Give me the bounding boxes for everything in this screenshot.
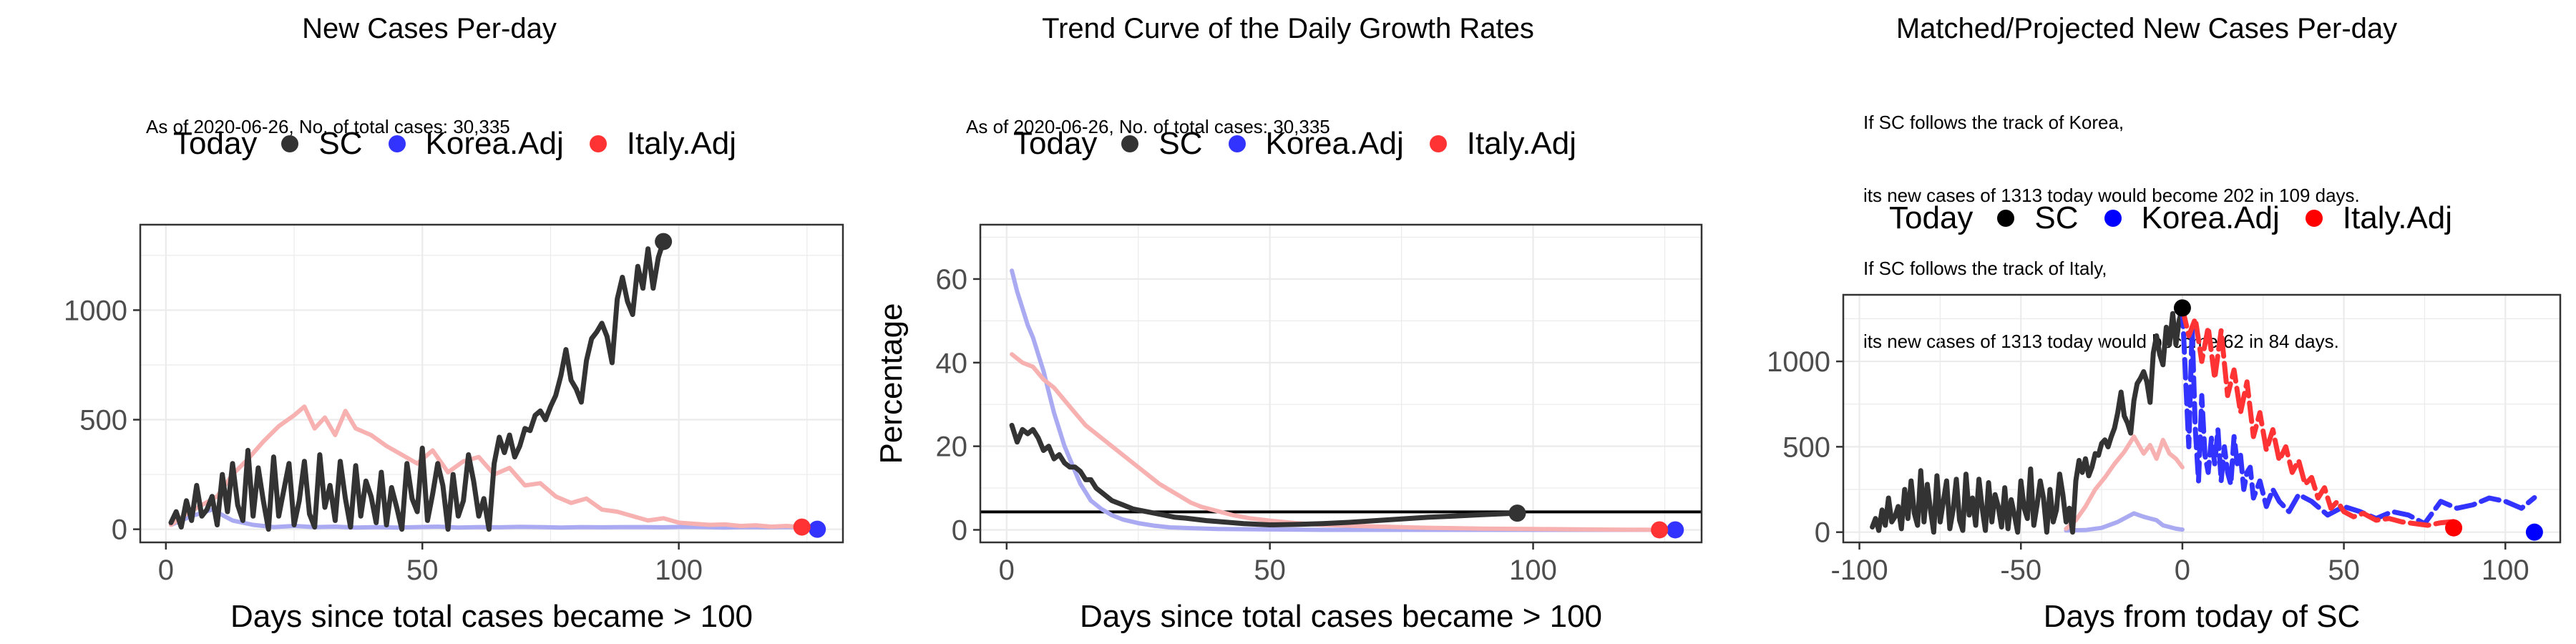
x-tick-label: 0 (158, 555, 174, 586)
legend-item-sc: SC (1997, 200, 2079, 236)
y-tick-label: 500 (79, 405, 127, 436)
today-point-sc (655, 233, 673, 250)
plot-border (1842, 293, 2562, 544)
series-line-sc (1870, 305, 2185, 535)
y-tick-label: 60 (936, 264, 968, 296)
legend-dot-icon (589, 135, 607, 152)
today-point-korea-adj (2525, 523, 2543, 541)
y-tick-label: 0 (952, 514, 967, 546)
legend: Today SC Korea.Adj Italy.Adj (1889, 200, 2478, 236)
plot-growth-rates: 0 50 100 0 20 40 60 Days since total cases beca… (874, 223, 1703, 634)
legend-title: Today (1013, 126, 1098, 161)
series-line-italy-adj-projected- (2180, 305, 2457, 528)
y-tick-label: 1000 (64, 295, 127, 326)
today-point-korea-adj (809, 520, 826, 538)
legend-label: Italy.Adj (626, 126, 737, 161)
legend-dot-icon (1429, 135, 1447, 152)
y-axis-label: Percentage (874, 303, 909, 464)
panel-growth-rates: Trend Curve of the Daily Growth Rates As… (859, 0, 1717, 644)
legend-title: Today (1889, 200, 1974, 235)
legend-label: SC (1158, 126, 1203, 161)
series-line-sc (168, 239, 666, 532)
legend-dot-icon (281, 135, 299, 152)
subtitle-line: If SC follows the track of Italy, (1863, 258, 2107, 279)
today-point-sc (2173, 299, 2191, 317)
x-axis-label: Days since total cases became > 100 (230, 599, 753, 634)
panel-new-cases: New Cases Per-day As of 2020-06-26, No. … (0, 0, 859, 644)
x-tick-label: -100 (1831, 555, 1888, 586)
plot-border (979, 223, 1703, 544)
x-tick-label: 50 (406, 555, 439, 586)
legend-title: Today (173, 126, 258, 161)
today-point-korea-adj (1667, 521, 1684, 539)
legend-item-korea: Korea.Adj (1228, 126, 1404, 162)
plot-border (139, 223, 844, 544)
legend-label: Italy.Adj (2342, 200, 2453, 235)
legend-item-italy: Italy.Adj (1429, 126, 1577, 162)
x-tick-label: 100 (1509, 555, 1557, 586)
x-tick-label: 50 (1254, 555, 1286, 586)
today-point-italy-adj (2445, 519, 2463, 537)
legend-item-italy: Italy.Adj (2305, 200, 2453, 236)
legend-dot-icon (1997, 210, 2015, 227)
x-tick-label: 50 (2328, 555, 2360, 586)
chart-subtitle: As of 2020-06-26, No. of total cases: 30… (966, 66, 1330, 187)
legend-item-italy: Italy.Adj (589, 126, 737, 162)
today-point-italy-adj (793, 518, 811, 536)
legend-label: Korea.Adj (2141, 200, 2280, 235)
legend: Today SC Korea.Adj Italy.Adj (1013, 126, 1602, 162)
x-tick-label: 100 (2482, 555, 2529, 586)
x-axis-label: Days from today of SC (2044, 599, 2361, 634)
legend-dot-icon (1228, 135, 1246, 152)
legend-label: SC (2034, 200, 2079, 235)
series-line-korea-adj (1010, 268, 1678, 532)
y-tick-label: 20 (936, 431, 968, 463)
today-point-italy-adj (1651, 521, 1669, 539)
chart-title: Matched/Projected New Cases Per-day (1896, 13, 2398, 44)
x-tick-label: 0 (2175, 555, 2190, 586)
legend-label: SC (318, 126, 363, 161)
legend-item-korea: Korea.Adj (388, 126, 564, 162)
chart-subtitle: As of 2020-06-26, No. of total cases: 30… (146, 66, 510, 187)
chart-title: New Cases Per-day (302, 13, 557, 44)
today-point-sc (1508, 504, 1526, 522)
legend: Today SC Korea.Adj Italy.Adj (173, 126, 762, 162)
series-line-italy-adj (1010, 352, 1662, 532)
legend-dot-icon (2305, 210, 2323, 227)
legend-item-korea: Korea.Adj (2104, 200, 2280, 236)
legend-dot-icon (388, 135, 406, 152)
legend-dot-icon (1121, 135, 1139, 152)
series-line-korea-adj-projected- (2180, 305, 2537, 527)
y-tick-label: 0 (112, 514, 127, 546)
subtitle-line: As of 2020-06-26, No. of total cases: 30… (146, 116, 510, 137)
legend-label: Korea.Adj (1265, 126, 1404, 161)
series-line-italy-adj-matched- (2064, 434, 2185, 531)
subtitle-line: its new cases of 1313 today would become… (1863, 185, 2360, 206)
x-tick-label: -50 (2000, 555, 2041, 586)
legend-item-sc: SC (281, 126, 363, 162)
legend-dot-icon (2104, 210, 2122, 227)
subtitle-line: As of 2020-06-26, No. of total cases: 30… (966, 116, 1330, 137)
x-tick-label: 0 (999, 555, 1015, 586)
series-line-sc (1009, 422, 1520, 527)
legend-label: Korea.Adj (425, 126, 564, 161)
y-tick-label: 500 (1782, 431, 1830, 463)
legend-item-sc: SC (1121, 126, 1203, 162)
x-axis-label: Days since total cases became > 100 (1080, 599, 1602, 634)
x-tick-label: 100 (655, 555, 703, 586)
panel-projected: Matched/Projected New Cases Per-day If S… (1717, 0, 2576, 644)
y-tick-label: 0 (1815, 517, 1830, 549)
legend-label: Italy.Adj (1466, 126, 1577, 161)
subtitle-line: If SC follows the track of Korea, (1863, 112, 2124, 133)
y-tick-label: 1000 (1767, 346, 1830, 378)
chart-title: Trend Curve of the Daily Growth Rates (1042, 13, 1534, 44)
y-tick-label: 40 (936, 348, 968, 379)
series-line-korea-adj-matched- (2064, 511, 2185, 533)
